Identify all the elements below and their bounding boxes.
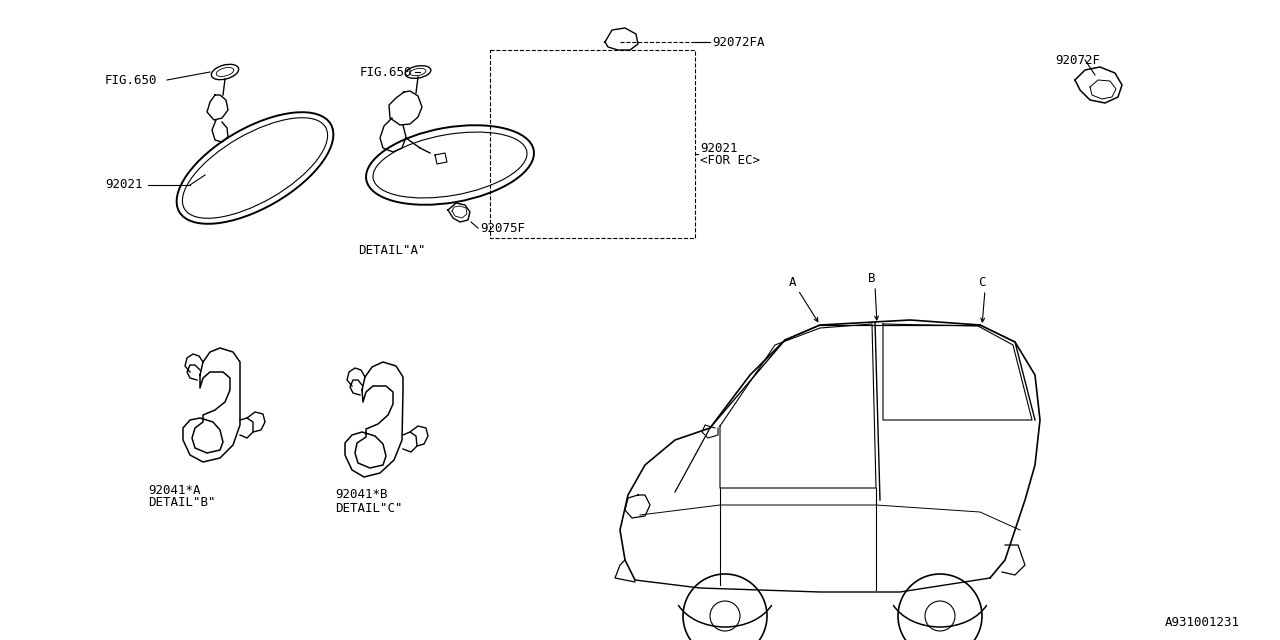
Text: 92072F: 92072F [1055, 54, 1100, 67]
Text: 92072FA: 92072FA [712, 35, 764, 49]
Text: C: C [978, 275, 986, 289]
Text: 92021: 92021 [105, 179, 142, 191]
Text: FIG.650: FIG.650 [360, 65, 412, 79]
Text: B: B [868, 271, 876, 285]
Text: 92021: 92021 [700, 141, 737, 154]
Text: 92075F: 92075F [480, 221, 525, 234]
Text: A931001231: A931001231 [1165, 616, 1240, 628]
Text: 92041*A: 92041*A [148, 483, 201, 497]
Text: DETAIL"A": DETAIL"A" [358, 243, 425, 257]
Text: A: A [790, 275, 796, 289]
Text: DETAIL"B": DETAIL"B" [148, 497, 215, 509]
Text: <FOR EC>: <FOR EC> [700, 154, 760, 166]
Text: FIG.650: FIG.650 [105, 74, 157, 86]
Text: DETAIL"C": DETAIL"C" [335, 502, 402, 515]
Text: 92041*B: 92041*B [335, 488, 388, 502]
